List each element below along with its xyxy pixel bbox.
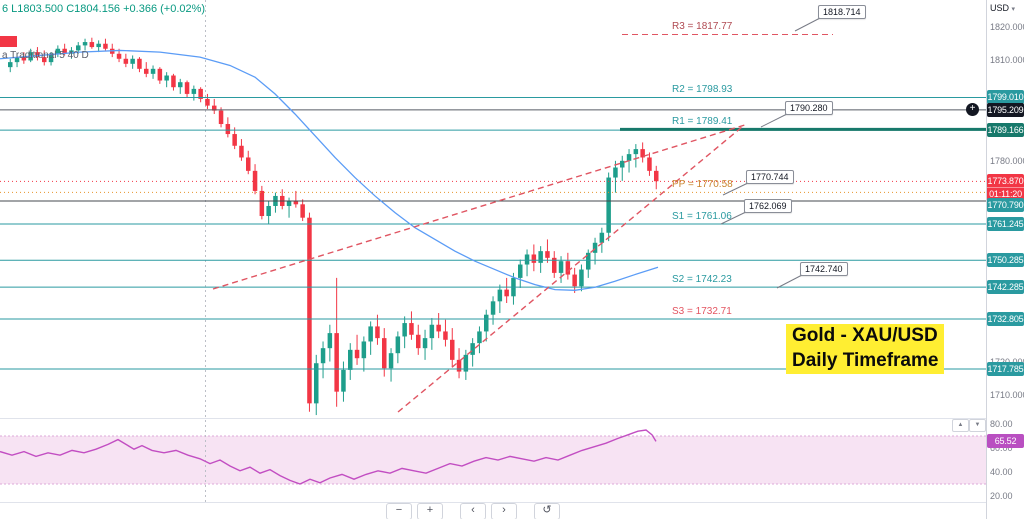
zoom-out-button[interactable]: − <box>386 503 412 519</box>
price-axis-label: 1810.000 <box>990 55 1024 66</box>
rsi-line <box>0 429 657 485</box>
rsi-axis-label: 20.00 <box>990 491 1013 501</box>
callout-tail <box>776 273 805 289</box>
callout-tail <box>794 16 823 32</box>
callout-tail <box>720 210 749 225</box>
last-price-value: 1773.870 <box>987 176 1024 187</box>
price-axis-badge: 1732.805 <box>987 312 1024 327</box>
price-axis-badge: 1750.285 <box>987 253 1024 268</box>
callout-tail <box>722 181 751 196</box>
price-axis-badge: 1789.166 <box>987 123 1024 138</box>
price-axis-badge: 1742.285 <box>987 280 1024 295</box>
price-axis-label: 1780.000 <box>990 155 1024 166</box>
price-axis[interactable]: 1820.000 1810.000 1780.000 1720.000 1710.000… <box>986 0 1024 519</box>
price-axis-badge: 1799.010 <box>987 90 1024 105</box>
zoom-in-button[interactable]: + <box>417 503 443 519</box>
chart-canvas[interactable] <box>0 0 986 519</box>
moving-average-line <box>0 49 659 291</box>
price-axis-label: 1820.000 <box>990 22 1024 32</box>
scroll-left-button[interactable]: ‹ <box>460 503 486 519</box>
rsi-band <box>0 436 986 484</box>
price-scale-currency-button[interactable]: USD ▾ <box>990 3 1015 13</box>
price-axis-label: 1720.000 <box>990 357 1024 367</box>
price-axis-badge: 1717.785 <box>987 361 1024 376</box>
price-axis-label: 1710.000 <box>990 390 1024 400</box>
reset-chart-button[interactable]: ↺ <box>534 503 560 519</box>
rsi-axis-label: 40.00 <box>990 467 1013 477</box>
candles <box>8 37 659 416</box>
scroll-right-button[interactable]: › <box>491 503 517 519</box>
trend-line[interactable] <box>397 126 743 413</box>
callout-tail <box>760 112 790 128</box>
price-axis-badge: 1770.790 <box>987 197 1024 212</box>
chevron-down-icon: ▾ <box>1011 6 1016 13</box>
rsi-axis-label: 80.00 <box>990 419 1013 429</box>
currency-label: USD <box>990 3 1010 13</box>
trend-line[interactable] <box>212 123 749 290</box>
price-axis-badge: 1795.209 <box>987 102 1024 117</box>
price-axis-badge: 1773.870 01:11:20 <box>987 174 1024 202</box>
bar-countdown: 01:11:20 <box>987 187 1024 199</box>
rsi-value-badge: 65.52 <box>987 434 1024 449</box>
price-axis-badge: 1761.245 <box>987 217 1024 232</box>
chart-navigation-toolbar: − + ‹ › ↺ <box>386 503 565 519</box>
